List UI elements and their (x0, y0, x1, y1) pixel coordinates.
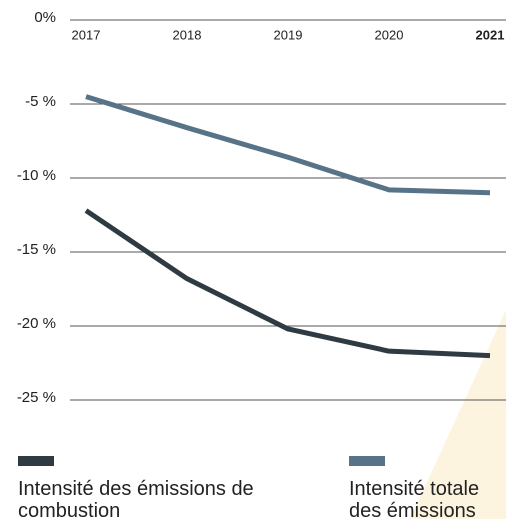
line (84, 208, 491, 359)
x-tick-label: 2018 (173, 27, 202, 42)
y-tick-label: 0% (34, 9, 56, 26)
y-tick-label: -20 % (17, 315, 56, 332)
legend-swatch (18, 456, 54, 466)
line (85, 94, 491, 196)
x-tick-label: 2017 (72, 27, 101, 42)
y-tick-label: -10 % (17, 167, 56, 184)
x-tick-label: 2021 (476, 27, 505, 42)
legend-label: Intensité des émissions de combustion (18, 478, 254, 519)
x-tick-label: 2020 (375, 27, 404, 42)
x-tick-label: 2019 (274, 27, 303, 42)
legend-label: Intensité totale des émissions (349, 478, 480, 519)
decoration (410, 310, 506, 519)
legend-swatch (349, 456, 385, 466)
y-tick-label: -5 % (25, 93, 56, 110)
y-tick-label: -25 % (17, 389, 56, 406)
y-tick-label: -15 % (17, 241, 56, 258)
